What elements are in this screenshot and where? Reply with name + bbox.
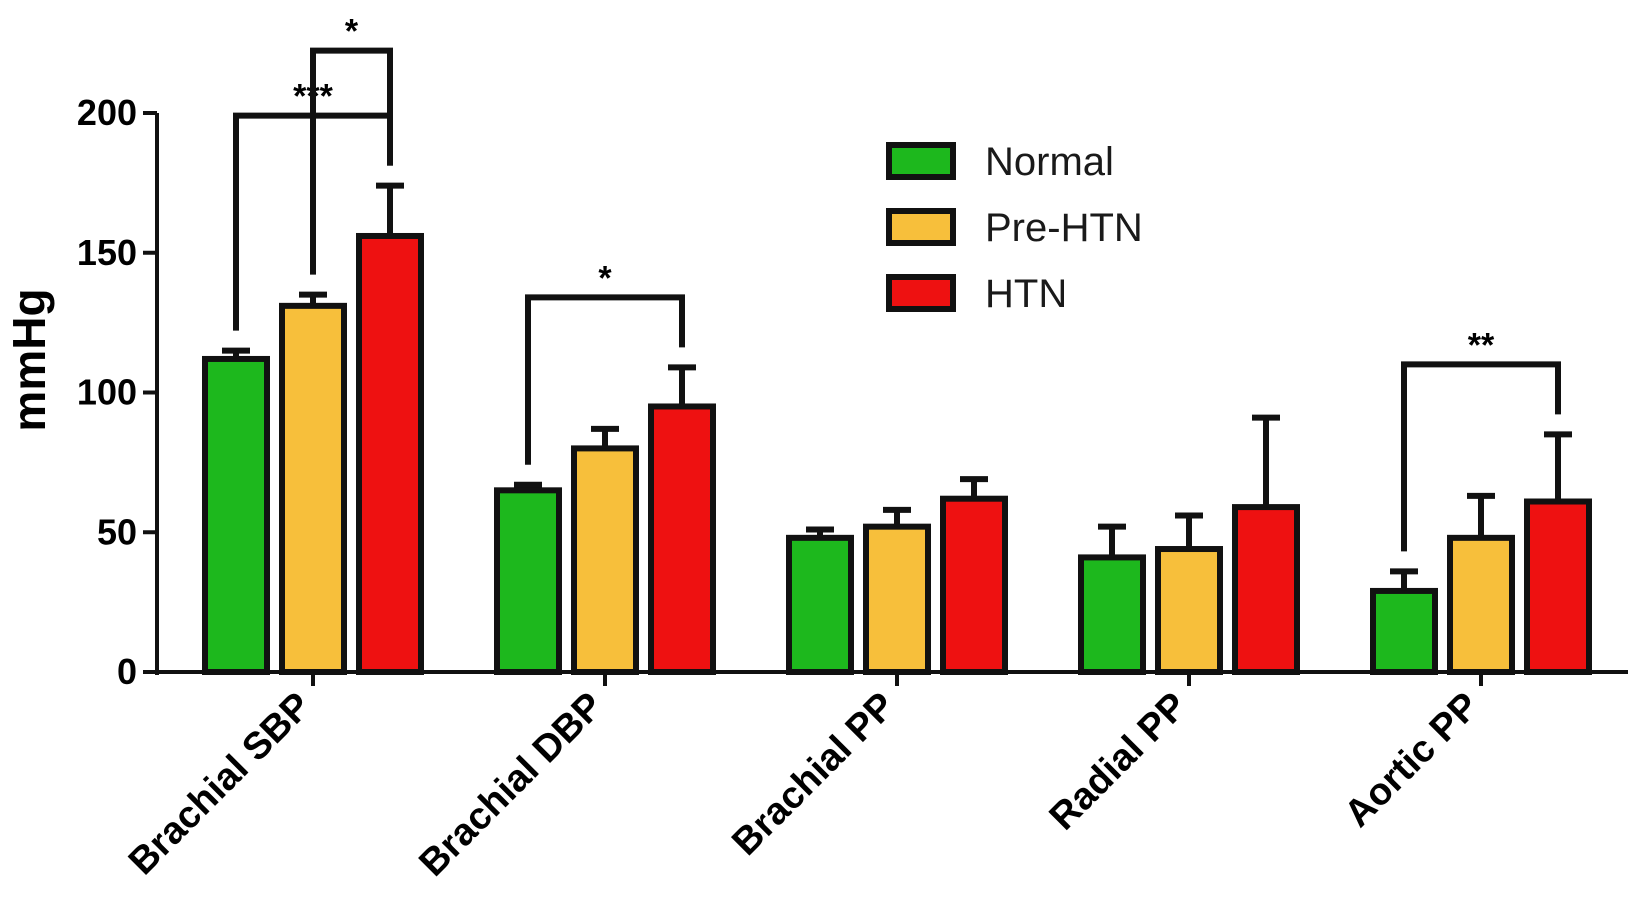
y-tick-label-150: 150 — [77, 232, 137, 273]
bar-brachial-dbp-htn — [648, 403, 716, 675]
sig-label-aortic-pp-normal-htn: ** — [1468, 326, 1495, 364]
legend-label-normal: Normal — [985, 140, 1114, 184]
bar-aortic-pp-normal — [1370, 587, 1438, 676]
y-axis-label: mmHg — [3, 288, 55, 431]
error-bars-layer — [222, 182, 1572, 591]
bar-brachial-sbp-htn — [356, 232, 424, 675]
x-tick-label-radial-pp: Radial PP — [1042, 685, 1196, 839]
significance-layer: ******* — [233, 13, 1561, 552]
x-tick-label-brachial-pp: Brachial PP — [724, 685, 903, 864]
sig-label-brachial-sbp-pre-htn-htn: * — [345, 13, 359, 51]
bar-brachial-pp-normal — [786, 534, 854, 676]
legend: Normal Pre-HTN HTN — [886, 140, 1143, 316]
bar-brachial-dbp-normal — [494, 487, 562, 676]
sig-bracket-brachial-dbp-normal-htn — [525, 294, 685, 465]
y-tick-label-200: 200 — [77, 92, 137, 133]
bar-radial-pp-normal — [1078, 554, 1146, 676]
x-tick-label-brachial-dbp: Brachial DBP — [411, 685, 611, 885]
sig-label-brachial-dbp-normal-htn: * — [598, 259, 612, 297]
y-tick-label-50: 50 — [97, 511, 137, 552]
bar-brachial-pp-htn — [940, 495, 1008, 675]
legend-label-pre-htn: Pre-HTN — [985, 206, 1143, 250]
sig-bracket-aortic-pp-normal-htn — [1401, 361, 1561, 552]
y-tick-label-0: 0 — [117, 651, 137, 692]
legend-swatch-normal — [886, 142, 956, 180]
x-tick-label-brachial-sbp: Brachial SBP — [121, 685, 319, 883]
legend-swatch-pre-htn — [886, 208, 956, 246]
x-tick-label-aortic-pp: Aortic PP — [1337, 685, 1488, 836]
bar-radial-pp-htn — [1232, 504, 1300, 675]
legend-swatch-htn — [886, 274, 956, 312]
sig-bracket-brachial-sbp-pre-htn-htn — [310, 47, 393, 275]
y-tick-label-100: 100 — [77, 372, 137, 413]
legend-label-htn: HTN — [985, 272, 1067, 316]
bar-brachial-sbp-pre-htn — [279, 302, 347, 675]
bar-brachial-sbp-normal — [202, 355, 270, 675]
bar-brachial-dbp-pre-htn — [571, 445, 639, 675]
bar-radial-pp-pre-htn — [1155, 546, 1223, 676]
bar-aortic-pp-pre-htn — [1447, 534, 1515, 676]
bar-aortic-pp-htn — [1524, 498, 1592, 675]
bar-brachial-pp-pre-htn — [863, 523, 931, 675]
